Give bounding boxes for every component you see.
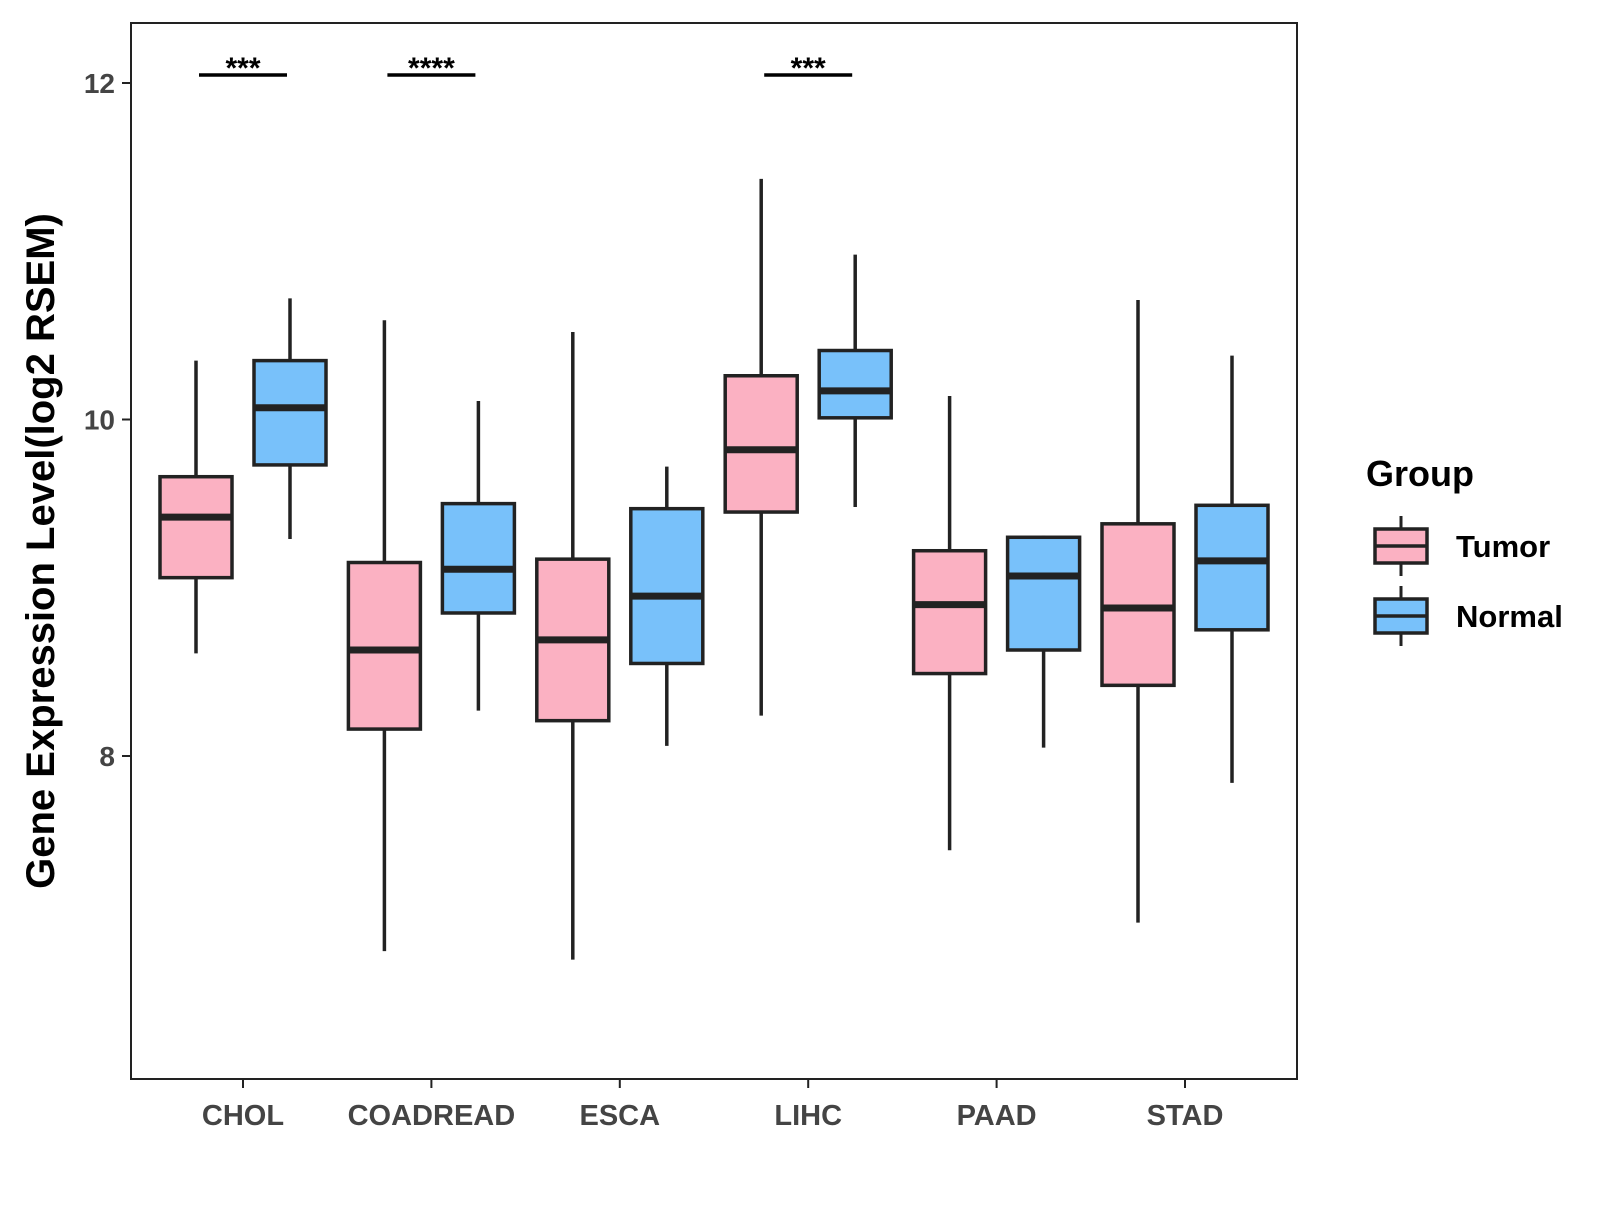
legend-title: Group: [1366, 453, 1474, 494]
x-tick-label-paad: PAAD: [957, 1100, 1037, 1132]
x-axis: CHOL COADREAD ESCA LIHC PAAD STAD: [202, 1079, 1223, 1132]
significance-lihc: ***: [764, 52, 853, 85]
tumor-box-paad: [911, 395, 988, 851]
legend-entry-tumor: Tumor: [1373, 516, 1550, 576]
significance-stars: ***: [791, 52, 826, 85]
iqr-box: [1194, 503, 1270, 632]
iqr-box: [158, 474, 234, 580]
normal-box-paad: [1005, 535, 1082, 748]
normal-box-chol: [252, 298, 328, 539]
y-tick-label: 8: [99, 741, 115, 772]
significance-stars: ***: [225, 52, 260, 85]
iqr-box: [629, 506, 705, 666]
iqr-box: [346, 560, 423, 731]
tumor-box-chol: [158, 360, 234, 654]
normal-box-coadread: [440, 400, 517, 711]
iqr-box: [1005, 535, 1082, 652]
significance-annotations: *** **** ***: [199, 52, 853, 85]
x-tick-label-stad: STAD: [1147, 1100, 1224, 1132]
legend-label-tumor: Tumor: [1456, 529, 1550, 564]
tumor-box-lihc: [723, 178, 799, 716]
iqr-box: [817, 348, 893, 420]
y-axis-label: Gene Expression Level(log2 RSEM): [19, 213, 63, 889]
significance-coadread: ****: [387, 52, 476, 85]
tumor-box-coadread: [346, 320, 423, 952]
normal-box-lihc: [817, 254, 893, 507]
tumor-box-esca: [535, 332, 611, 960]
iqr-box: [440, 501, 517, 615]
tumor-box-stad: [1100, 300, 1176, 923]
iqr-box: [252, 358, 328, 467]
legend-entry-normal: Normal: [1373, 586, 1563, 646]
x-tick-label-chol: CHOL: [202, 1100, 284, 1132]
normal-box-stad: [1194, 355, 1270, 783]
iqr-box: [723, 374, 799, 514]
box-group: [158, 178, 1270, 960]
x-tick-label-coadread: COADREAD: [348, 1100, 516, 1132]
x-tick-label-esca: ESCA: [580, 1100, 661, 1132]
significance-stars: ****: [408, 52, 455, 85]
significance-chol: ***: [199, 52, 287, 85]
y-tick-label: 10: [84, 405, 115, 436]
y-tick-label: 12: [84, 68, 115, 99]
legend-label-normal: Normal: [1456, 599, 1563, 634]
x-tick-label-lihc: LIHC: [774, 1100, 842, 1132]
y-axis: 8 10 12: [84, 68, 131, 772]
legend: Group Tumor Normal: [1366, 453, 1563, 646]
normal-box-esca: [629, 466, 705, 746]
iqr-box: [911, 548, 988, 676]
